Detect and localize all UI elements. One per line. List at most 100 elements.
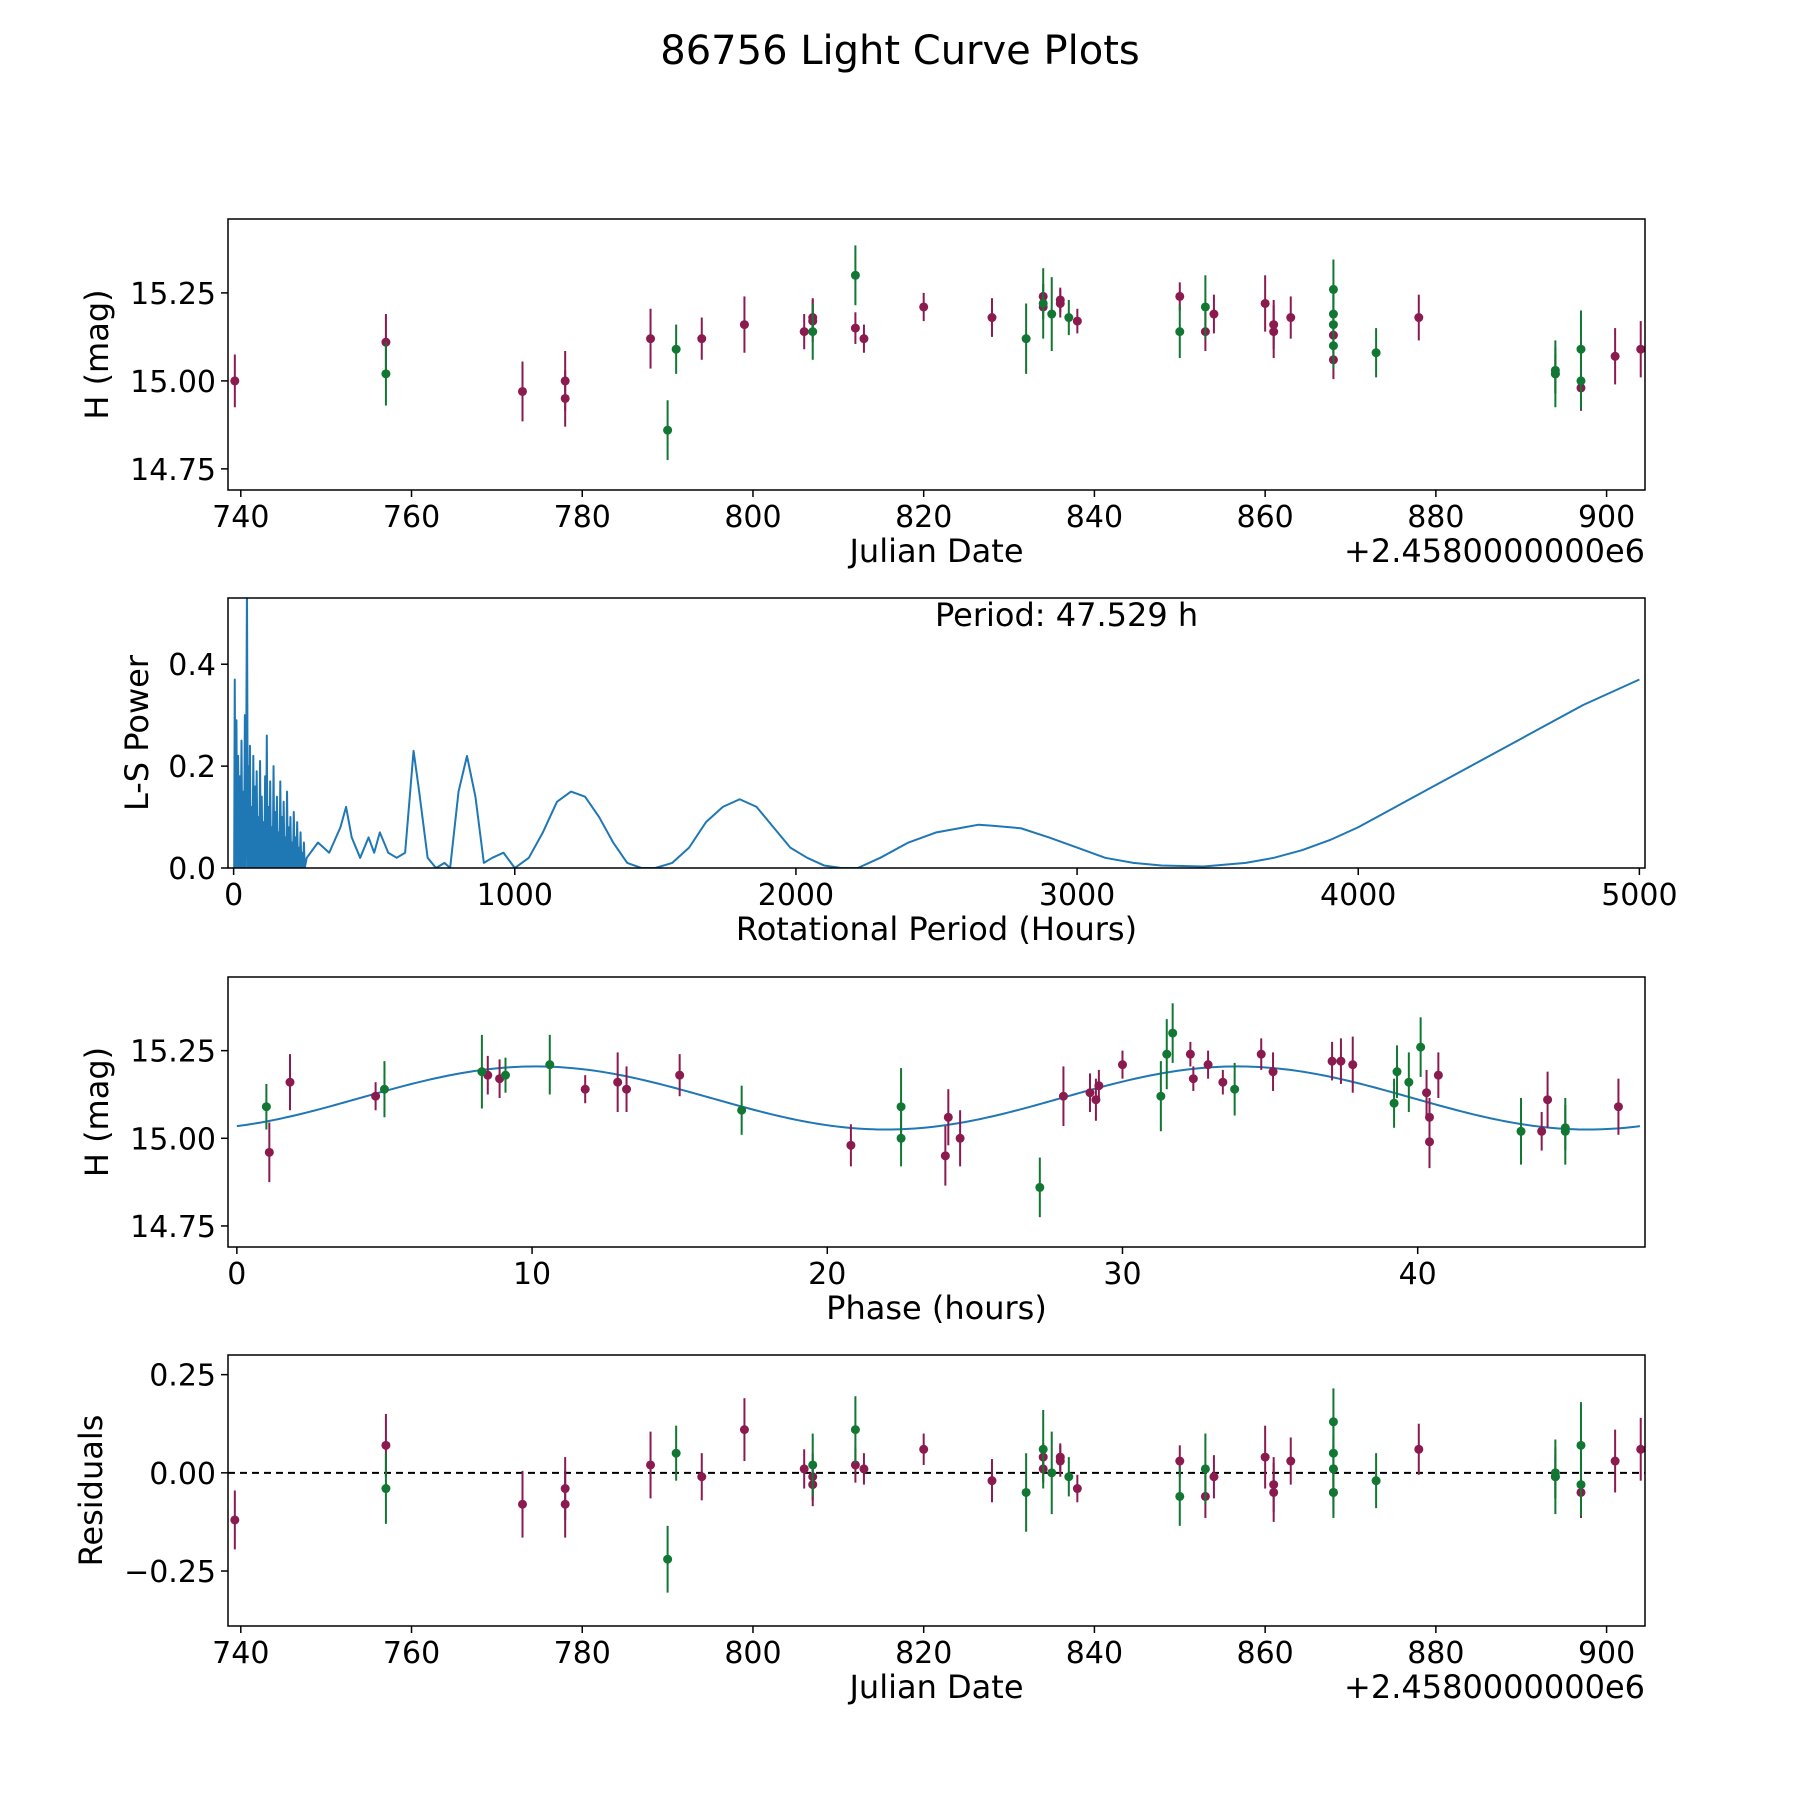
lightcurve-band_b-point	[1576, 376, 1586, 386]
phased-band_b-point	[1389, 1098, 1399, 1108]
lightcurve-band_b-point	[1200, 302, 1210, 312]
phased-band_b-point	[896, 1133, 906, 1143]
phased-band_b-point	[261, 1102, 271, 1112]
phased-ytick-label: 14.75	[130, 1210, 216, 1245]
residuals-band_a-point	[1286, 1456, 1296, 1466]
phased-ytick-label: 15.25	[130, 1035, 216, 1070]
lightcurve-band_b-point	[1550, 365, 1560, 375]
residuals-xtick-label: 740	[212, 1636, 269, 1671]
lightcurve-xtick-label: 820	[895, 500, 952, 535]
phased-band_a-point	[264, 1147, 274, 1157]
phased-band_a-point	[1433, 1070, 1443, 1080]
lightcurve-band_a-point	[697, 334, 707, 344]
periodogram-panel: 0 1000 2000 3000 4000 5000 0.0 0.2 0.4 Rotational…	[118, 596, 1678, 948]
residuals-xtick-label: 900	[1578, 1636, 1635, 1671]
residuals-xtick-label: 840	[1066, 1636, 1123, 1671]
lightcurve-xtick-label: 840	[1066, 500, 1123, 535]
lightcurve-xtick-label: 860	[1237, 500, 1294, 535]
phased-band_a-point	[1268, 1067, 1278, 1077]
lightcurve-band_a-point	[850, 323, 860, 333]
residuals-xtick-label: 780	[554, 1636, 611, 1671]
lightcurve-band_b-point	[1064, 313, 1074, 323]
lightcurve-xtick-label: 880	[1407, 500, 1464, 535]
residuals-xtick-label: 800	[724, 1636, 781, 1671]
lightcurve-band_a-point	[1269, 320, 1279, 330]
phased-band_a-point	[1537, 1126, 1547, 1136]
phased-band_b-point	[1230, 1084, 1240, 1094]
residuals-band_b-point	[808, 1460, 818, 1470]
lightcurve-band_a-point	[1055, 295, 1065, 305]
residuals-band_a-point	[987, 1476, 997, 1486]
lightcurve-band_b-point	[663, 425, 673, 435]
residuals-band_b-point	[1175, 1491, 1185, 1501]
residuals-xtick-label: 820	[895, 1636, 952, 1671]
periodogram-xtick-label: 5000	[1601, 878, 1677, 913]
residuals-band_a-point	[919, 1444, 929, 1454]
phased-xtick-label: 10	[513, 1257, 551, 1292]
phased-band_b-point	[1162, 1049, 1172, 1059]
periodogram-xlabel: Rotational Period (Hours)	[736, 910, 1137, 948]
figure-title: 86756 Light Curve Plots	[660, 28, 1140, 74]
lightcurve-band_a-point	[1610, 351, 1620, 361]
periodogram-ytick-label: 0.4	[168, 648, 216, 683]
residuals-band_a-point	[517, 1499, 527, 1509]
lightcurve-band_b-point	[1371, 348, 1381, 358]
periodogram-ylabel: L-S Power	[118, 654, 156, 811]
phased-band_a-point	[1218, 1077, 1228, 1087]
phased-band_a-point	[1543, 1095, 1553, 1105]
phased-xtick-label: 30	[1103, 1257, 1141, 1292]
phased-band_a-point	[1117, 1060, 1127, 1070]
lightcurve-band_b-point	[1175, 327, 1185, 337]
phased-band_b-point	[1416, 1042, 1426, 1052]
lightcurve-band_a-point	[1072, 316, 1082, 326]
lightcurve-band_a-point	[859, 334, 869, 344]
phased-band_a-point	[1336, 1056, 1346, 1066]
phased-band_a-point	[1256, 1049, 1266, 1059]
periodogram-xtick-label: 1000	[477, 878, 553, 913]
periodogram-xtick-label: 0	[224, 878, 243, 913]
lightcurve-band_a-point	[517, 386, 527, 396]
phased-band_a-point	[1422, 1088, 1432, 1098]
lightcurve-band_b-point	[1047, 309, 1057, 319]
phased-band_a-point	[1203, 1060, 1213, 1070]
phased-axes-frame	[227, 976, 1646, 1248]
residuals-band_b-point	[1371, 1476, 1381, 1486]
lightcurve-ytick-label: 15.25	[130, 277, 216, 312]
residuals-band_a-point	[1414, 1444, 1424, 1454]
periodogram-ytick-label: 0.2	[168, 750, 216, 785]
phased-band_b-point	[500, 1070, 510, 1080]
residuals-band_b-point	[1576, 1440, 1586, 1450]
periodogram-xtick-label: 3000	[1039, 878, 1115, 913]
phased-band_b-point	[896, 1102, 906, 1112]
residuals-band_a-point	[230, 1515, 240, 1525]
lightcurve-band_b-point	[1021, 334, 1031, 344]
periodogram-period-annotation: Period: 47.529 h	[935, 596, 1198, 634]
phased-band_a-point	[1613, 1102, 1623, 1112]
lightcurve-band_b-point	[808, 327, 818, 337]
residuals-band_a-point	[697, 1472, 707, 1482]
periodogram-xtick-label: 4000	[1320, 878, 1396, 913]
phased-plot-area	[236, 1003, 1641, 1218]
residuals-band_a-point	[859, 1464, 869, 1474]
residuals-xtick-label: 760	[383, 1636, 440, 1671]
lightcurve-band_a-point	[1636, 344, 1645, 354]
residuals-band_b-point	[663, 1554, 673, 1564]
phased-band_a-point	[846, 1140, 856, 1150]
phased-ytick-label: 15.00	[130, 1122, 216, 1157]
phased-band_b-point	[737, 1105, 747, 1115]
residuals-axes-frame	[227, 1354, 1646, 1627]
phased-band_b-point	[1560, 1123, 1570, 1133]
lightcurve-band_b-point	[850, 270, 860, 280]
phased-xtick-label: 40	[1399, 1257, 1437, 1292]
lightcurve-band_a-point	[1414, 313, 1424, 323]
lightcurve-panel: 740 760 780 800 820 840 860 880 900 14.75 15.00 15.…	[78, 218, 1646, 570]
phased-band_b-point	[1035, 1182, 1045, 1192]
phased-band_b-point	[1404, 1077, 1414, 1087]
periodogram-axes-frame	[227, 597, 1646, 869]
residuals-band_a-point	[560, 1499, 570, 1509]
residuals-plot-area	[228, 1388, 1645, 1593]
phased-band_a-point	[1058, 1091, 1068, 1101]
lightcurve-axes-frame	[227, 218, 1646, 491]
periodogram-plot-area	[233, 598, 1640, 868]
